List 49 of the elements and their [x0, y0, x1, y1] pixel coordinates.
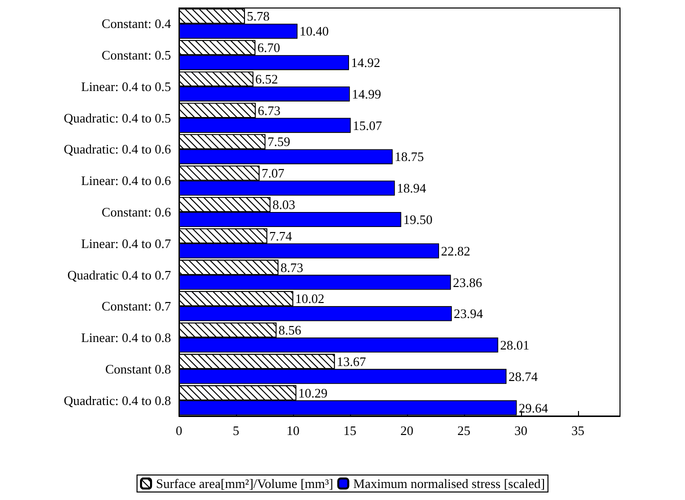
data-label: 10.29 — [298, 385, 328, 400]
legend-label: Surface area[mm²]/Volume [mm³] — [156, 476, 334, 491]
data-label: 28.01 — [500, 338, 530, 353]
data-label: 7.07 — [262, 166, 285, 181]
y-tick-label: Linear: 0.4 to 0.6 — [81, 173, 172, 188]
y-tick-label: Quadratic: 0.4 to 0.6 — [64, 142, 172, 157]
data-label: 22.82 — [441, 243, 470, 258]
data-label: 14.99 — [352, 86, 382, 102]
data-label: 18.75 — [394, 149, 424, 164]
legend-label: Maximum normalised stress [scaled] — [353, 476, 545, 491]
data-label: 8.56 — [278, 322, 302, 338]
x-tick-label: 25 — [457, 423, 470, 438]
x-tick-label: 5 — [232, 423, 240, 438]
data-label: 15.07 — [352, 118, 382, 133]
y-tick-label: Linear: 0.4 to 0.8 — [81, 330, 171, 346]
data-label: 5.78 — [246, 8, 270, 24]
y-tick-label: Quadratic 0.4 to 0.7 — [67, 267, 172, 282]
y-tick-label: Constant: 0.4 — [102, 16, 172, 32]
data-label: 6.70 — [257, 40, 280, 56]
y-tick-label: Quadratic: 0.4 to 0.8 — [64, 392, 171, 408]
y-tick-label: Constant 0.8 — [105, 361, 171, 376]
y-tick-label: Constant: 0.7 — [102, 298, 172, 314]
x-tick-label: 15 — [343, 423, 356, 438]
data-label: 14.92 — [351, 55, 380, 70]
data-label: 10.40 — [300, 24, 329, 39]
data-label: 8.03 — [272, 197, 296, 212]
data-label: 23.86 — [452, 274, 483, 290]
data-label: 7.74 — [269, 228, 292, 244]
y-tick-label: Linear: 0.4 to 0.5 — [81, 78, 171, 94]
data-label: 28.74 — [508, 368, 538, 384]
data-label: 29.64 — [518, 400, 549, 416]
data-label: 6.52 — [255, 71, 278, 86]
x-tick-label: 10 — [286, 423, 300, 438]
x-tick-label: 30 — [514, 423, 528, 438]
data-label: 23.94 — [454, 306, 484, 322]
x-tick-label: 0 — [176, 423, 182, 438]
data-label: 6.73 — [258, 102, 280, 118]
data-label: 18.94 — [396, 180, 427, 196]
x-tick-label: 35 — [571, 423, 584, 438]
y-tick-label: Constant: 0.5 — [102, 48, 171, 63]
data-label: 7.59 — [267, 134, 290, 150]
y-tick-label: Constant: 0.6 — [102, 204, 172, 220]
data-label: 13.67 — [336, 354, 367, 369]
data-label: 8.73 — [280, 260, 304, 275]
y-tick-label: Quadratic: 0.4 to 0.5 — [64, 110, 171, 126]
x-tick-label: 20 — [400, 423, 414, 438]
data-label: 19.50 — [403, 212, 432, 227]
data-label: 10.02 — [295, 291, 324, 306]
y-tick-label: Linear: 0.4 to 0.7 — [81, 236, 172, 251]
